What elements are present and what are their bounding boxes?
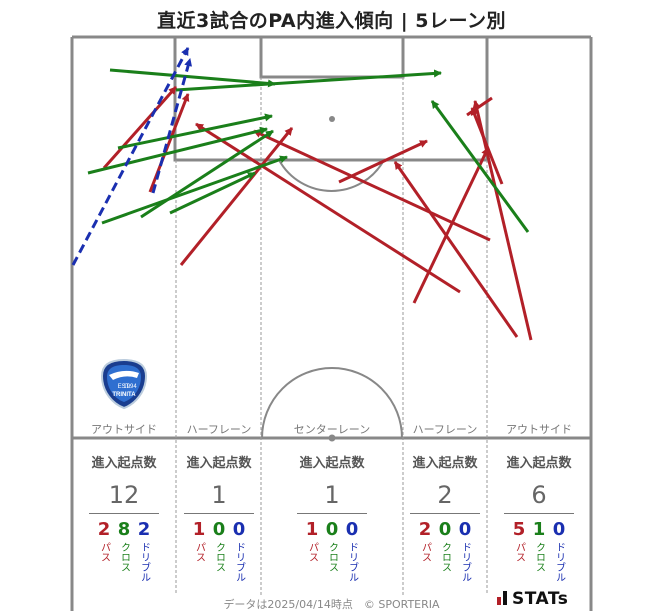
entry-count: 2 [437,481,453,509]
chart-title: 直近3試合のPA内進入傾向 | 5レーン別 [156,10,507,32]
cross-label: クロス [533,542,545,572]
cross-label: クロス [118,542,130,572]
pass-label: パス [419,542,431,562]
dribble-label: ドリブル [233,542,245,582]
entry-count: 12 [108,481,140,509]
center-spot [328,434,336,442]
entry-count: 6 [531,481,547,509]
lane-label-outside-right: アウトサイド [506,423,572,436]
pass-label: パス [193,542,205,562]
pass-count: 1 [305,519,319,540]
pass-count: 5 [512,519,526,540]
stats-brand-text: STATs [512,589,569,609]
dribble-count: 0 [232,519,246,540]
pass-count: 2 [97,519,111,540]
lane-stats-half-left: 進入起点数 1 1 パス 0 クロス 0 ドリブル [178,452,260,582]
dribble-count: 0 [552,519,566,540]
stats-logo-icon [497,591,507,605]
dribble-label: ドリブル [459,542,471,582]
cross-count: 0 [212,519,226,540]
emblem-est: EST. [118,384,131,390]
dribble-count: 2 [137,519,151,540]
cross-count: 1 [532,519,546,540]
stat-head: 進入起点数 [299,456,365,471]
pass-label: パス [306,542,318,562]
lane-label-center: センターレーン [293,423,371,436]
pass-label: パス [98,542,110,562]
dribble-arrows [71,47,192,266]
lane-label-half-right: ハーフレーン [412,423,478,436]
dribble-label: ドリブル [346,542,358,582]
team-emblem-icon: EST. 1994 TRINITA [100,358,148,410]
lane-label-outside-left: アウトサイド [91,423,157,436]
lane-stats-outside-right: 進入起点数 6 5 パス 1 クロス 0 ドリブル [490,452,588,582]
stat-head: 進入起点数 [91,456,157,471]
cross-count: 0 [438,519,452,540]
cross-count: 8 [117,519,131,540]
dribble-label: ドリブル [138,542,150,582]
cross-count: 0 [325,519,339,540]
dribble-count: 0 [458,519,472,540]
dribble-label: ドリブル [553,542,565,582]
cross-arrows [87,68,530,233]
lane-label-half-left: ハーフレーン [186,423,252,436]
stat-head: 進入起点数 [506,456,572,471]
lane-stats-outside-left: 進入起点数 12 2 パス 8 クロス 2 ドリブル [78,452,170,582]
stat-head: 進入起点数 [186,456,252,471]
lane-stats-half-right: 進入起点数 2 2 パス 0 クロス 0 ドリブル [404,452,486,582]
stats-brand-logo: STATs [497,589,568,609]
pass-count: 1 [192,519,206,540]
stat-head: 進入起点数 [412,456,478,471]
entry-count: 1 [211,481,227,509]
data-source-footer: データは2025/04/14時点 © SPORTERIA [223,598,440,611]
pass-arrow [466,96,493,117]
pass-arrows [102,86,533,341]
emblem-name: TRINITA [112,392,136,398]
emblem-year: 1994 [123,384,137,390]
lane-dividers [175,77,488,595]
entry-count: 1 [324,481,340,509]
penalty-spot [329,116,335,122]
cross-label: クロス [213,542,225,572]
cross-label: クロス [326,542,338,572]
pass-count: 2 [418,519,432,540]
dribble-count: 0 [345,519,359,540]
cross-label: クロス [439,542,451,572]
lane-stats-center: 進入起点数 1 1 パス 0 クロス 0 ドリブル [264,452,400,582]
pass-label: パス [513,542,525,562]
